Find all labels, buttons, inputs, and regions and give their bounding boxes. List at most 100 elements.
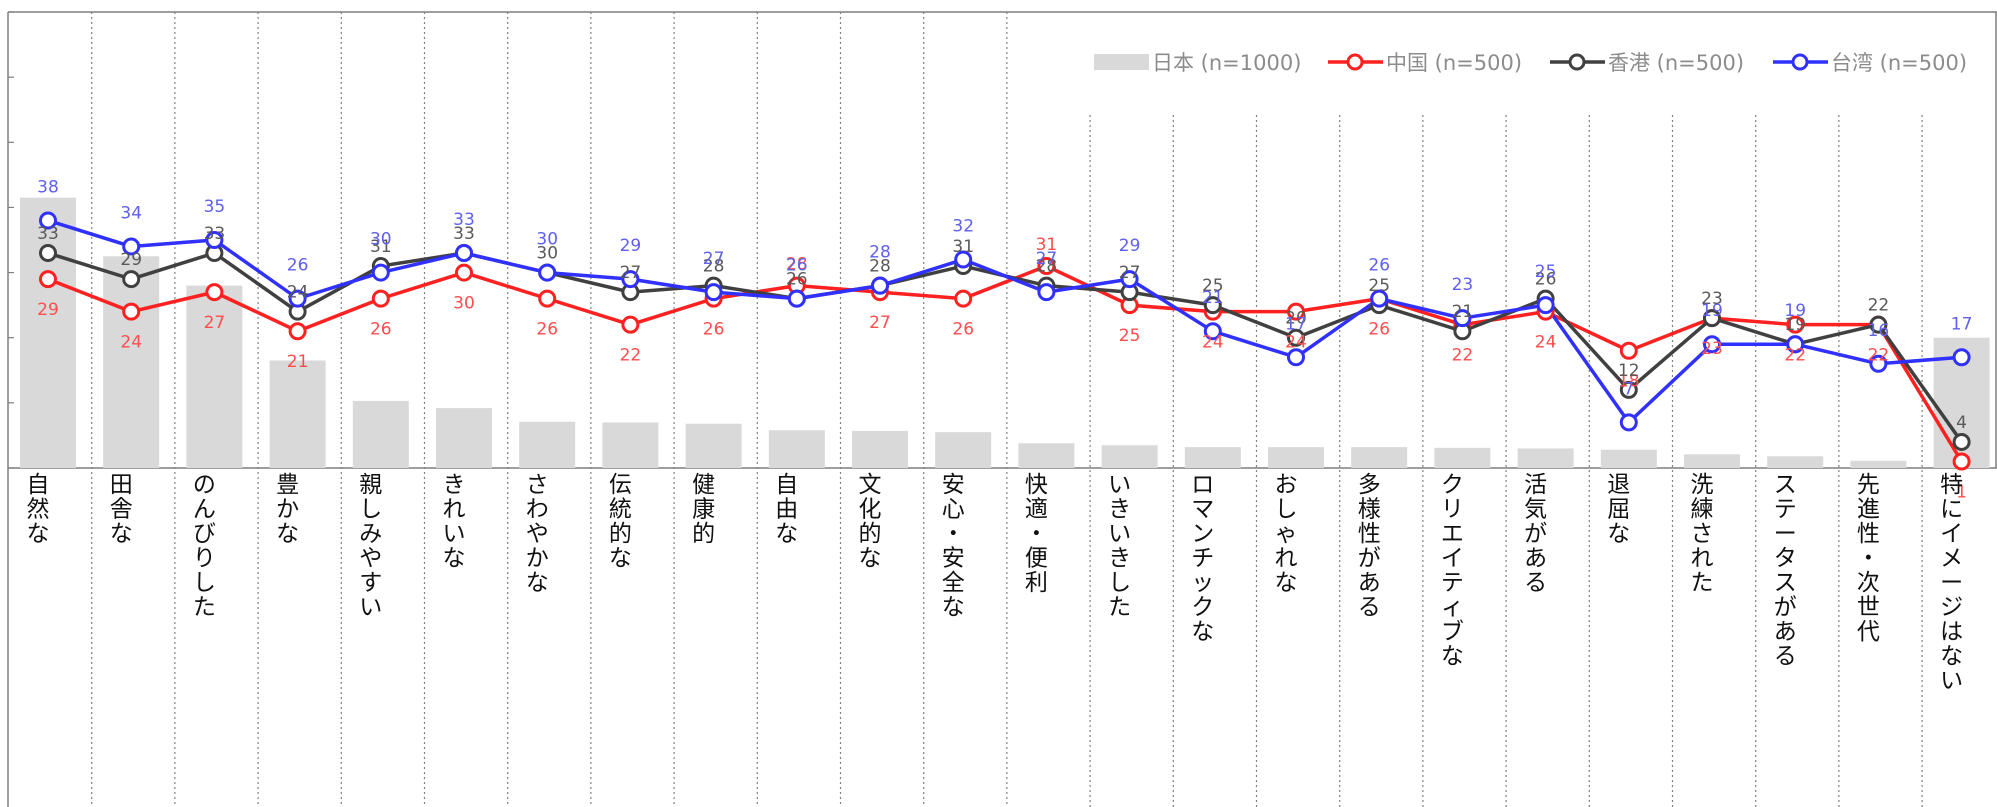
data-label: 4 bbox=[1956, 413, 1967, 433]
data-label: 27 bbox=[869, 313, 891, 333]
category-label: いきいきした bbox=[1108, 472, 1131, 621]
data-label: 26 bbox=[1368, 256, 1390, 276]
legend: 日本 (n=1000) 中国 (n=500) 香港 (n=500) 台湾 (n=500… bbox=[1094, 51, 1967, 75]
data-label: 19 bbox=[1701, 301, 1723, 321]
data-label: 23 bbox=[1701, 289, 1723, 309]
series-point bbox=[205, 283, 224, 302]
data-label: 22 bbox=[1868, 346, 1890, 366]
category-label: 多様性がある bbox=[1358, 472, 1381, 621]
bar-japan bbox=[1434, 447, 1491, 468]
bar-japan bbox=[1184, 447, 1241, 468]
series-point bbox=[1869, 315, 1888, 334]
series-point bbox=[1037, 257, 1056, 276]
legend-label: 台湾 (n=500) bbox=[1831, 51, 1967, 75]
data-label: 28 bbox=[703, 257, 725, 277]
series-point bbox=[1952, 348, 1971, 367]
series-point bbox=[538, 289, 557, 308]
data-label: 22 bbox=[1868, 296, 1890, 316]
series-point bbox=[1869, 354, 1888, 373]
data-label: 24 bbox=[120, 333, 142, 353]
data-label: 26 bbox=[703, 320, 725, 340]
series-point bbox=[39, 244, 57, 263]
series-point bbox=[1619, 413, 1638, 432]
category-label: 特にイメージはない bbox=[1940, 472, 1963, 694]
data-label: 23 bbox=[1701, 339, 1723, 359]
data-label: 17 bbox=[1951, 314, 1973, 334]
legend-swatch-marker bbox=[1346, 53, 1364, 71]
series-point bbox=[39, 211, 57, 230]
series-point bbox=[1453, 309, 1472, 328]
category-label: 安心・安全な bbox=[942, 472, 965, 621]
bar-japan bbox=[602, 422, 659, 468]
series-point bbox=[1952, 432, 1971, 451]
category-label: 田舎な bbox=[110, 472, 133, 547]
data-label: 33 bbox=[453, 210, 475, 230]
data-label: 17 bbox=[1285, 314, 1307, 334]
data-label: 29 bbox=[37, 300, 59, 320]
series-point bbox=[1287, 302, 1305, 321]
category-label: 文化的な bbox=[859, 472, 882, 572]
series-point bbox=[1120, 270, 1139, 289]
data-label: 26 bbox=[786, 270, 808, 290]
category-label: ステータスがある bbox=[1774, 472, 1797, 670]
series-point bbox=[1287, 348, 1305, 367]
series-point bbox=[455, 263, 473, 282]
data-label: 30 bbox=[536, 230, 558, 250]
category-label: 退屈な bbox=[1607, 472, 1630, 547]
series-point bbox=[954, 289, 973, 308]
series-point bbox=[1037, 283, 1056, 302]
series-point bbox=[787, 289, 806, 308]
category-labels-layer: 自然な 田舎な のんびりした 豊かな 親しみやすい きれいな さわやかな 伝統的な 健康的 自由な… bbox=[27, 472, 1964, 694]
data-label: 35 bbox=[204, 197, 226, 217]
data-label: 19 bbox=[1784, 315, 1806, 335]
series-point bbox=[1287, 328, 1305, 347]
data-label: 28 bbox=[869, 257, 891, 277]
data-label: 28 bbox=[869, 243, 891, 263]
data-label: 28 bbox=[1036, 257, 1058, 277]
series-point bbox=[39, 270, 57, 289]
series-point bbox=[1203, 322, 1222, 341]
series-point bbox=[1786, 335, 1805, 354]
series-point bbox=[1703, 309, 1721, 328]
data-label: 27 bbox=[620, 263, 642, 283]
series-point bbox=[455, 244, 473, 263]
bar-japan bbox=[269, 360, 326, 468]
category-label: さわやかな bbox=[526, 472, 549, 596]
category-label: 先進性・次世代 bbox=[1857, 472, 1880, 645]
bar-japan bbox=[1101, 445, 1158, 468]
data-label: 31 bbox=[1036, 235, 1058, 255]
points-layer bbox=[39, 211, 1971, 471]
data-label: 27 bbox=[1036, 249, 1058, 269]
category-label: 自由な bbox=[775, 472, 798, 547]
data-label: 33 bbox=[453, 224, 475, 244]
data-label: 21 bbox=[1452, 302, 1474, 322]
series-line bbox=[47, 218, 1962, 425]
lines-layer bbox=[47, 218, 1964, 463]
series-point bbox=[538, 263, 557, 282]
legend-label: 香港 (n=500) bbox=[1608, 51, 1744, 75]
data-label: 32 bbox=[952, 217, 974, 237]
data-label: 26 bbox=[536, 320, 558, 340]
data-label: 22 bbox=[1784, 346, 1806, 366]
category-label: 伝統的な bbox=[609, 472, 632, 572]
data-label: 29 bbox=[1119, 236, 1141, 256]
data-label: 27 bbox=[703, 249, 725, 269]
bar-japan bbox=[1018, 443, 1075, 468]
series-point bbox=[122, 237, 141, 256]
data-label: 23 bbox=[1452, 275, 1474, 295]
data-label: 29 bbox=[620, 236, 642, 256]
series-point bbox=[621, 315, 640, 334]
data-label: 18 bbox=[1618, 372, 1640, 392]
category-label: 活気がある bbox=[1524, 472, 1547, 596]
data-label: 20 bbox=[1285, 309, 1307, 329]
data-label: 26 bbox=[786, 256, 808, 276]
data-label: 1 bbox=[1956, 482, 1967, 502]
data-label: 29 bbox=[120, 250, 142, 270]
data-label: 24 bbox=[1535, 333, 1557, 353]
data-label: 38 bbox=[37, 177, 59, 197]
series-point bbox=[1203, 296, 1222, 315]
data-label: 7 bbox=[1623, 379, 1634, 399]
series-point bbox=[1619, 380, 1638, 399]
data-label: 31 bbox=[370, 237, 392, 257]
bar-japan bbox=[436, 408, 492, 468]
